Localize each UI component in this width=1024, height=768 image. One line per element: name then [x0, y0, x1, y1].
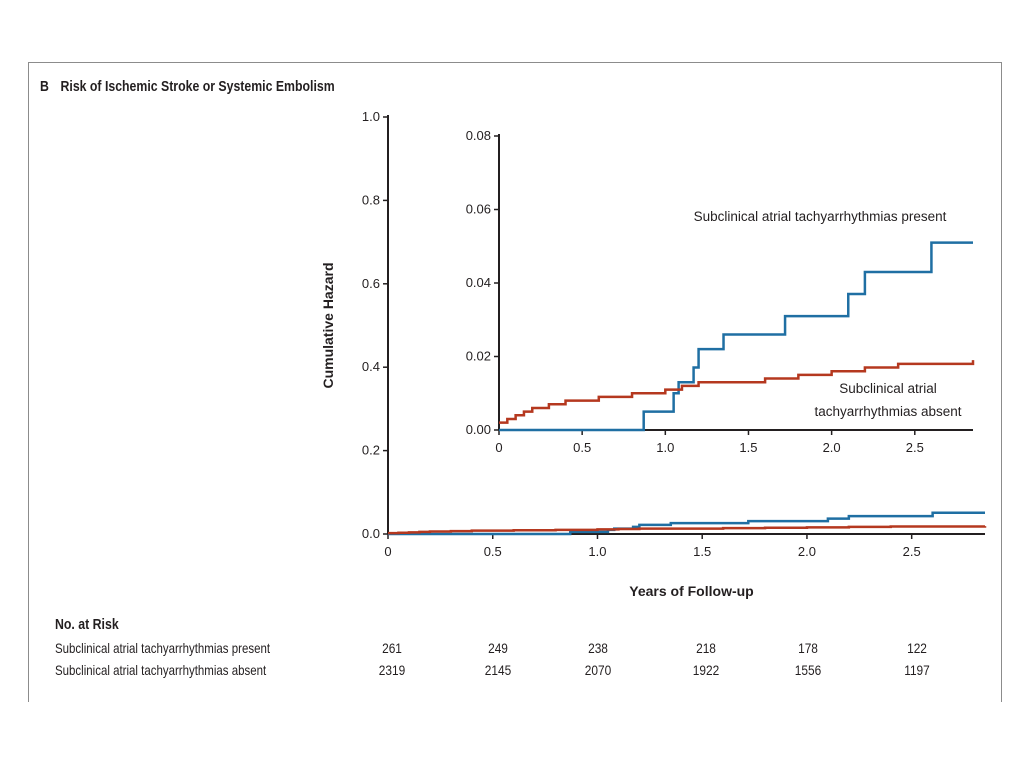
y-tick-label: 0.0 — [362, 526, 380, 541]
annotation-absent: Subclinical atrial — [839, 381, 937, 396]
x-axis-title: Years of Follow-up — [629, 583, 753, 599]
risk-value: 1922 — [692, 662, 720, 678]
y-tick-label: 0.4 — [362, 359, 380, 374]
risk-row-label: Subclinical atrial tachyarrhythmias abse… — [55, 662, 267, 678]
y-tick-label: 0.6 — [362, 276, 380, 291]
x-tick-label: 2.0 — [798, 544, 816, 559]
risk-heading: No. at Risk — [55, 617, 119, 633]
risk-value: 178 — [798, 640, 818, 656]
x-tick-label: 1.0 — [656, 440, 674, 455]
panel-title-text: Risk of Ischemic Stroke or Systemic Embo… — [60, 78, 335, 95]
x-tick-label: 2.5 — [906, 440, 924, 455]
risk-table: No. at Risk Subclinical atrial tachyarrh… — [55, 617, 1015, 687]
risk-value: 2319 — [378, 662, 406, 678]
y-axis-title: Cumulative Hazard — [320, 262, 336, 388]
x-tick-label: 1.0 — [588, 544, 606, 559]
x-tick-label: 0.5 — [484, 544, 502, 559]
annotation-present: Subclinical atrial tachyarrhythmias pres… — [694, 209, 947, 224]
risk-value: 218 — [696, 640, 716, 656]
risk-value: 2070 — [584, 662, 612, 678]
x-tick-label: 2.0 — [823, 440, 841, 455]
risk-value: 249 — [488, 640, 508, 656]
series-line-absent — [388, 525, 987, 535]
series-line-present — [499, 241, 973, 432]
x-tick-label: 2.5 — [903, 544, 921, 559]
risk-value: 2145 — [484, 662, 512, 678]
panel-title: B Risk of Ischemic Stroke or Systemic Em… — [40, 78, 335, 95]
y-tick-label: 0.06 — [466, 202, 491, 217]
y-tick-label: 0.02 — [466, 349, 491, 364]
y-tick-label: 0.8 — [362, 192, 380, 207]
y-tick-label: 0.2 — [362, 443, 380, 458]
risk-value: 238 — [588, 640, 608, 656]
x-tick-label: 0 — [495, 440, 502, 455]
risk-value: 1556 — [794, 662, 822, 678]
main-plot: 0.0 0.2 0.4 0.6 0.8 1.0 0 0.5 1.0 1.5 2.0 2.5 Years … — [320, 109, 987, 599]
inset-plot: 0.00 0.02 0.04 0.06 0.08 0 0.5 1.0 1.5 2.0 2.5 Subc… — [466, 128, 975, 455]
risk-value: 122 — [907, 640, 927, 656]
figure-frame — [28, 62, 1002, 702]
series-line-present — [388, 511, 985, 536]
y-tick-label: 0.08 — [466, 128, 491, 143]
risk-value: 1197 — [904, 662, 930, 678]
panel-letter: B — [40, 78, 49, 95]
risk-row-present: Subclinical atrial tachyarrhythmias pres… — [55, 640, 1015, 660]
x-tick-label: 1.5 — [739, 440, 757, 455]
risk-row-label: Subclinical atrial tachyarrhythmias pres… — [55, 640, 271, 656]
x-tick-label: 0.5 — [573, 440, 591, 455]
x-tick-label: 0 — [384, 544, 391, 559]
risk-row-absent: Subclinical atrial tachyarrhythmias abse… — [55, 662, 1015, 682]
series-line-absent — [499, 360, 975, 424]
x-tick-label: 1.5 — [693, 544, 711, 559]
y-tick-label: 1.0 — [362, 109, 380, 124]
y-tick-label: 0.00 — [466, 422, 491, 437]
y-tick-label: 0.04 — [466, 275, 491, 290]
annotation-absent: tachyarrhythmias absent — [814, 404, 961, 419]
risk-value: 261 — [382, 640, 402, 656]
